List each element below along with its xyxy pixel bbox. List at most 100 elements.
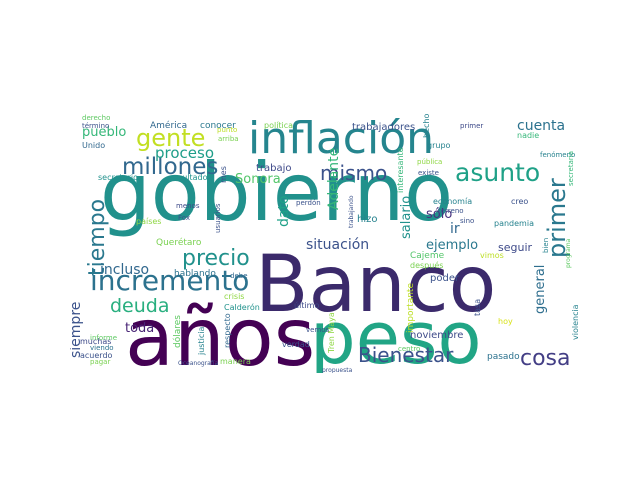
word-ir: ir bbox=[450, 221, 460, 237]
word-nadie: nadie bbox=[517, 131, 539, 140]
word-incluso: incluso bbox=[100, 262, 149, 278]
word-años: años bbox=[125, 291, 315, 373]
word-tiempo: tiempo bbox=[85, 199, 110, 276]
word-gobierno: gobierno bbox=[100, 146, 453, 239]
word-salario: salario bbox=[399, 196, 414, 239]
word-programa: programa bbox=[565, 238, 572, 268]
word-general: general bbox=[533, 265, 548, 314]
word-poder: poder bbox=[430, 273, 460, 284]
word-unido: Unido bbox=[82, 141, 105, 150]
word-cuenta: cuenta bbox=[517, 118, 565, 134]
word-fenómeno: fenómeno bbox=[540, 151, 575, 159]
word-acuerdo: acuerdo bbox=[80, 351, 113, 360]
word-justicia: justicia bbox=[197, 327, 206, 356]
word-países: países bbox=[136, 217, 161, 226]
word-oceanografía: Oceanografía bbox=[178, 360, 219, 367]
word-muchas: muchas bbox=[80, 337, 111, 346]
word-economía: economía bbox=[433, 197, 472, 206]
word-hecho: hecho bbox=[422, 114, 431, 138]
word-terreno: terreno bbox=[438, 207, 464, 215]
word-mes: mes bbox=[219, 166, 228, 183]
word-crisis: crisis bbox=[224, 292, 244, 301]
word-arriba: arriba bbox=[218, 135, 239, 143]
word-viendo: viendo bbox=[90, 344, 114, 352]
word-usuarios: usuarios bbox=[214, 203, 222, 233]
word-bien: bien bbox=[542, 238, 550, 253]
word-situación: situación bbox=[306, 237, 369, 253]
word-cajeme: Cajeme bbox=[410, 251, 445, 261]
word-pandemia: pandemia bbox=[494, 219, 534, 228]
word-pasado: pasado bbox=[487, 352, 520, 362]
word-ejemplo: ejemplo bbox=[426, 238, 478, 253]
word-informe: informe bbox=[90, 334, 117, 342]
word-deuda: deuda bbox=[110, 295, 170, 317]
word-respecto: respecto bbox=[223, 313, 232, 348]
word-menos: menos bbox=[176, 202, 200, 210]
word-debe: debe bbox=[230, 272, 248, 280]
word-violencia: violencia bbox=[571, 304, 580, 340]
word-sino: sino bbox=[460, 217, 474, 225]
word-secretaría: secretaría bbox=[567, 151, 575, 186]
word-noviembre: noviembre bbox=[410, 330, 463, 341]
word-manera: manera bbox=[220, 357, 251, 366]
word-calderón: Calderón bbox=[224, 302, 260, 312]
word-creo: creo bbox=[511, 197, 528, 206]
word-trabajadores: trabajadores bbox=[352, 122, 415, 133]
word-cloud: gobierno Banco años peso inflación gente asunt… bbox=[70, 108, 580, 373]
word-mismo: mismo bbox=[320, 161, 387, 185]
word-trabajando: trabajando bbox=[348, 195, 355, 228]
word-gente: gente bbox=[136, 124, 205, 152]
word-término: término bbox=[82, 122, 109, 130]
word-pueblo: pueblo bbox=[82, 125, 126, 140]
word-precio: precio bbox=[182, 246, 250, 271]
word-importante: importante bbox=[406, 283, 416, 333]
word-américa: América bbox=[150, 120, 187, 131]
word-primer: primer bbox=[460, 122, 483, 130]
word-secretario: secretario bbox=[98, 173, 138, 182]
word-primer: primer bbox=[543, 178, 571, 258]
word-resultado: resultado bbox=[170, 173, 208, 182]
word-grupo: grupo bbox=[427, 141, 451, 150]
word-último: último bbox=[294, 301, 319, 310]
word-fox: Fox bbox=[178, 214, 190, 222]
word-sólo: sólo bbox=[426, 207, 452, 222]
word-siempre: siempre bbox=[70, 302, 84, 358]
word-millones: millones bbox=[122, 154, 218, 180]
word-punto: punto bbox=[217, 126, 237, 134]
word-tasa: tasa bbox=[473, 299, 482, 316]
word-bienestar: Bienestar bbox=[358, 343, 454, 367]
word-hablando: hablando bbox=[174, 269, 216, 279]
word-derecho: derecho bbox=[82, 114, 110, 122]
word-propuesta: propuesta bbox=[322, 367, 353, 373]
word-existe: existe bbox=[418, 169, 439, 177]
word-seguir: seguir bbox=[498, 241, 533, 254]
word-vemos: vemos bbox=[306, 326, 330, 334]
word-asunto: asunto bbox=[455, 158, 540, 187]
word-querétaro: Querétaro bbox=[156, 237, 202, 248]
word-proceso: proceso bbox=[155, 144, 214, 162]
word-después: después bbox=[410, 260, 443, 270]
word-banco: Banco bbox=[255, 240, 496, 330]
word-cosa: cosa bbox=[520, 346, 571, 371]
word-trabajo: trabajo bbox=[256, 163, 292, 174]
word-vimos: vimos bbox=[480, 251, 504, 260]
word-dato: dato bbox=[276, 195, 292, 227]
word-política: política bbox=[264, 121, 293, 130]
word-perdón: perdón bbox=[296, 199, 321, 207]
word-conocer: conocer bbox=[200, 121, 236, 131]
word-sonora: Sonora bbox=[235, 172, 281, 187]
word-centro: centro bbox=[398, 345, 420, 353]
word-interesante: interesante bbox=[396, 147, 405, 193]
word-dólares: dólares bbox=[172, 315, 183, 348]
word-hizo: hizo bbox=[357, 214, 377, 225]
word-incremento: incremento bbox=[90, 264, 249, 297]
word-adelante: Adelante bbox=[326, 148, 342, 210]
word-peso: peso bbox=[310, 296, 482, 373]
word-tren-maya: Tren Maya bbox=[327, 312, 336, 354]
word-pagar: pagar bbox=[90, 358, 110, 366]
word-inflación: inflación bbox=[248, 113, 434, 164]
word-toda: toda bbox=[125, 321, 154, 336]
word-pública: pública bbox=[417, 158, 442, 166]
word-hoy: hoy bbox=[498, 317, 513, 326]
word-verdad: verdad bbox=[282, 340, 310, 349]
